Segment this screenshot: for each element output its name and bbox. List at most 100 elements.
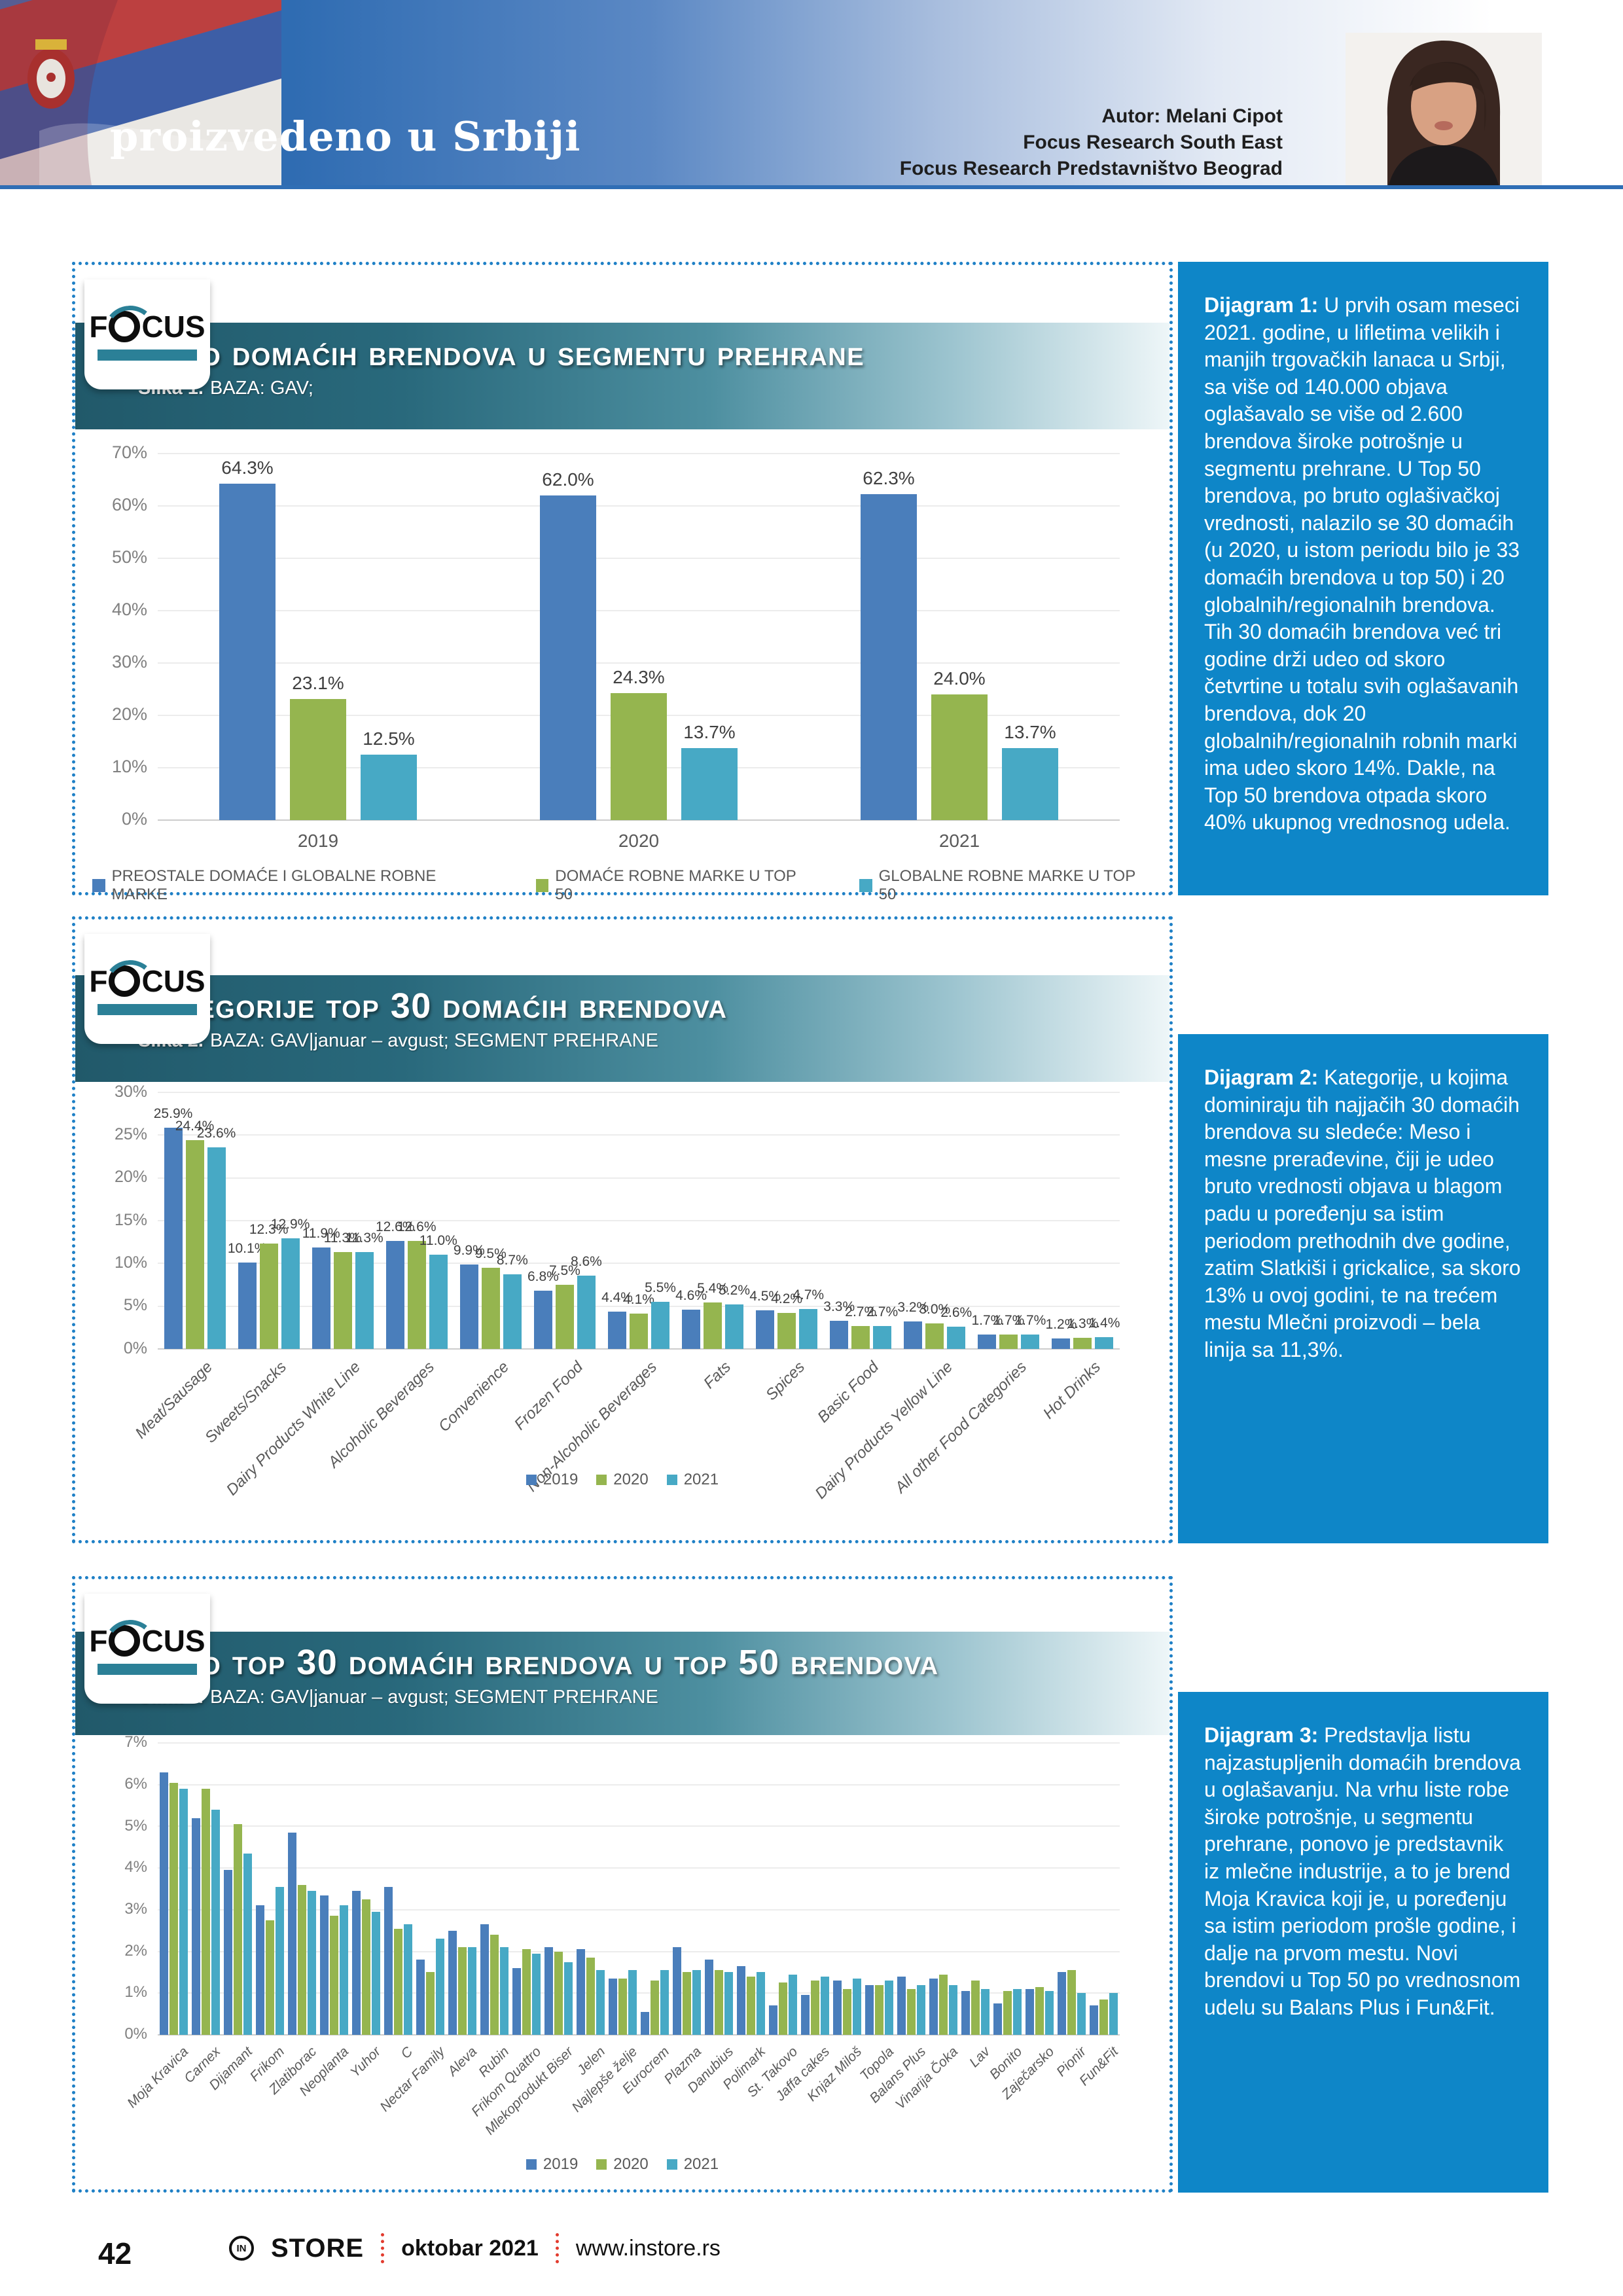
bar bbox=[554, 1951, 563, 2035]
bar bbox=[160, 1772, 168, 2035]
bar-value-label: 10.1% bbox=[227, 1241, 267, 1257]
bar bbox=[725, 1304, 744, 1349]
legend-item: DOMAĆE ROBNE MARKE U TOP 50 bbox=[535, 867, 813, 904]
author-office: Focus Research Predstavništvo Beograd bbox=[899, 157, 1283, 179]
y-tick-label: 5% bbox=[123, 1296, 147, 1315]
bar bbox=[333, 1252, 352, 1349]
bar bbox=[715, 1970, 723, 2035]
bar bbox=[851, 1325, 870, 1349]
bar bbox=[192, 1818, 200, 2035]
bar bbox=[407, 1241, 426, 1349]
magnifier-icon bbox=[109, 965, 141, 997]
portrait-graphic bbox=[1346, 33, 1542, 185]
header-divider bbox=[0, 185, 1623, 189]
legend-label: 2021 bbox=[683, 2155, 719, 2173]
footer-separator bbox=[381, 2233, 385, 2263]
bar bbox=[577, 1949, 585, 2035]
bar-value-label: 1.7% bbox=[1014, 1312, 1046, 1328]
footer-separator bbox=[555, 2233, 559, 2263]
bar bbox=[1002, 748, 1058, 820]
bar-value-label: 1.3% bbox=[1067, 1316, 1099, 1331]
bar bbox=[503, 1274, 522, 1349]
flag-crest bbox=[27, 39, 75, 109]
bar bbox=[821, 1976, 829, 2035]
bar bbox=[207, 1147, 226, 1349]
chart-3-banner: Udeo top 30 domaćih brendova u top 50 br… bbox=[75, 1632, 1169, 1735]
bar bbox=[961, 1991, 970, 2035]
bar-value-label: 64.3% bbox=[221, 457, 274, 478]
legend-swatch bbox=[526, 1475, 537, 1485]
x-tick-label: Meat/Sausage bbox=[132, 1358, 217, 1443]
bar bbox=[1026, 1988, 1034, 2035]
bar bbox=[596, 1970, 605, 2035]
bar bbox=[904, 1321, 923, 1349]
bar bbox=[362, 1899, 370, 2035]
bar-value-label: 12.6% bbox=[397, 1219, 437, 1235]
bar bbox=[609, 1978, 617, 2035]
author-photo bbox=[1346, 33, 1542, 185]
gridline bbox=[158, 819, 1120, 821]
x-tick-label: C bbox=[398, 2044, 416, 2062]
bar bbox=[540, 495, 596, 820]
bar bbox=[789, 1974, 797, 2035]
bar bbox=[330, 1916, 338, 2035]
bar bbox=[416, 1960, 425, 2035]
gridline bbox=[158, 1092, 1120, 1093]
bar-value-label: 23.1% bbox=[292, 673, 344, 694]
y-tick-label: 6% bbox=[124, 1774, 147, 1793]
legend-item: 2019 bbox=[526, 2155, 578, 2174]
bar bbox=[500, 1947, 508, 2035]
bar bbox=[660, 1970, 669, 2035]
bar bbox=[1109, 1993, 1118, 2035]
instore-logo-icon: IN bbox=[229, 2236, 254, 2261]
bar bbox=[312, 1247, 330, 1349]
bar bbox=[651, 1302, 669, 1349]
bar-value-label: 6.8% bbox=[527, 1269, 559, 1285]
bar bbox=[843, 1988, 851, 2035]
bar bbox=[978, 1334, 997, 1349]
bar bbox=[830, 1320, 849, 1349]
bar-value-label: 2.7% bbox=[866, 1304, 899, 1319]
gridline bbox=[158, 1909, 1120, 1910]
bar bbox=[769, 2005, 777, 2035]
y-tick-label: 5% bbox=[124, 1816, 147, 1835]
bar-value-label: 12.6% bbox=[375, 1219, 415, 1235]
bar bbox=[865, 1984, 874, 2035]
bar bbox=[361, 755, 417, 820]
gridline bbox=[158, 453, 1120, 454]
gridline bbox=[158, 1742, 1120, 1744]
bar-value-label: 62.0% bbox=[542, 469, 594, 490]
gridline bbox=[158, 558, 1120, 559]
diagram-2-lead: Dijagram 2: bbox=[1204, 1066, 1319, 1089]
bar bbox=[481, 1267, 500, 1349]
gridline bbox=[158, 1950, 1120, 1952]
diagram-3-body: Predstavlja listu najzastupljenih domaći… bbox=[1204, 1723, 1521, 2019]
bar-value-label: 5.4% bbox=[697, 1281, 728, 1297]
y-tick-label: 0% bbox=[123, 1338, 147, 1357]
bar bbox=[1035, 1986, 1044, 2035]
diagram-panel-1: F CUS Udeo domaćih brendova u segmentu pr… bbox=[72, 262, 1173, 903]
bar-value-label: 4.7% bbox=[793, 1287, 825, 1302]
bar bbox=[981, 1988, 990, 2035]
diagram-3-commentary: Dijagram 3: Predstavlja listu najzastupl… bbox=[1178, 1692, 1548, 2193]
bar bbox=[1095, 1336, 1114, 1349]
y-tick-label: 0% bbox=[124, 2025, 147, 2043]
y-tick-label: 4% bbox=[124, 1858, 147, 1876]
bar bbox=[628, 1970, 637, 2035]
bar bbox=[777, 1313, 796, 1349]
bar-value-label: 24.0% bbox=[933, 668, 986, 689]
y-tick-label: 10% bbox=[111, 757, 147, 777]
bar-value-label: 4.6% bbox=[675, 1287, 707, 1303]
focus-logo: F CUS bbox=[84, 1594, 210, 1704]
x-tick-label: Fats bbox=[700, 1358, 734, 1393]
chart-udeo-top-30-u-top-50: 0% 1% 2% 3% 4% 5% 6% 7% Moja Kravica Carnex Dijama… bbox=[92, 1733, 1152, 2188]
bar bbox=[555, 1285, 574, 1349]
chart-udeo-domacih-brendova: 0% 10% 20% 30% 40% 50% 60% 70% 64.3% 23.1% 12.5% 20… bbox=[92, 440, 1152, 903]
bar bbox=[281, 1238, 300, 1349]
diagram-panel-2: F CUS Kategorije top 30 domaćih brendova … bbox=[72, 916, 1173, 1543]
y-tick-label: 2% bbox=[124, 1941, 147, 1960]
footer-brand-row: IN STORE oktobar 2021 www.instore.rs bbox=[229, 2233, 721, 2263]
legend-label: 2021 bbox=[683, 1471, 719, 1488]
legend-label: 2020 bbox=[613, 2155, 649, 2173]
legend-item: PREOSTALE DOMAĆE I GLOBALNE ROBNE MARKE bbox=[92, 867, 490, 904]
